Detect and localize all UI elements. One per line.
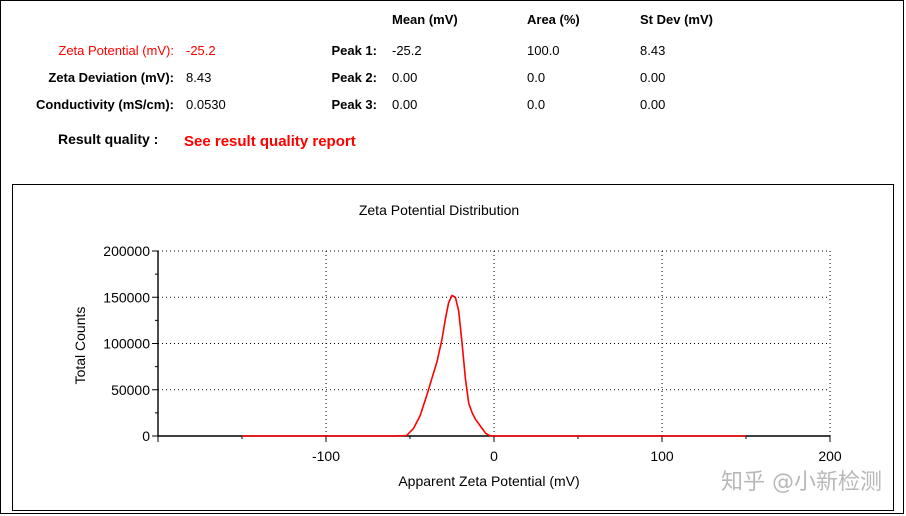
chart-panel: Zeta Potential Distribution 0 50000 100000 1… xyxy=(12,184,894,511)
peak-1-stdev: 8.43 xyxy=(640,43,666,58)
x-tick-label: 0 xyxy=(490,448,498,464)
peak-1-area: 100.0 xyxy=(527,43,560,58)
peak-3-mean: 0.00 xyxy=(392,97,418,112)
peak-2-mean: 0.00 xyxy=(392,70,418,85)
peak-2-label: Peak 2: xyxy=(331,70,377,85)
y-tick-label: 0 xyxy=(142,428,150,444)
peak-3-stdev: 0.00 xyxy=(640,97,666,112)
series-line xyxy=(242,294,746,437)
y-tick-label: 200000 xyxy=(103,243,150,259)
conductivity-value: 0.0530 xyxy=(186,97,226,112)
y-tick-label: 150000 xyxy=(103,289,150,305)
peak-3-area: 0.0 xyxy=(527,97,546,112)
zeta-summary: Zeta Potential (mV): -25.2 Zeta Deviatio… xyxy=(0,0,906,180)
x-tick-label: -100 xyxy=(312,448,340,464)
stdev-header: St Dev (mV) xyxy=(640,12,713,27)
y-axis-label: Total Counts xyxy=(72,307,88,385)
peak-2-area: 0.0 xyxy=(527,70,546,85)
zeta-deviation-label: Zeta Deviation (mV): xyxy=(48,70,174,85)
y-tick-label: 50000 xyxy=(111,382,150,398)
result-quality-report-link[interactable]: See result quality report xyxy=(184,133,356,150)
peak-3-label: Peak 3: xyxy=(331,97,377,112)
conductivity-label: Conductivity (mS/cm): xyxy=(36,97,174,112)
mean-header: Mean (mV) xyxy=(392,12,458,27)
peak-2-stdev: 0.00 xyxy=(640,70,666,85)
y-tick-label: 100000 xyxy=(103,336,150,352)
x-tick-label: 200 xyxy=(818,448,842,464)
x-tick-label: 100 xyxy=(650,448,674,464)
zeta-potential-value: -25.2 xyxy=(186,43,216,58)
peak-1-label: Peak 1: xyxy=(331,43,377,58)
result-quality-label: Result quality : xyxy=(58,131,159,147)
area-header: Area (%) xyxy=(527,12,580,27)
peak-1-mean: -25.2 xyxy=(392,43,422,58)
zeta-potential-chart: Zeta Potential Distribution 0 50000 100000 1… xyxy=(72,202,842,489)
watermark: 知乎 @小新检测 xyxy=(721,470,882,495)
chart-title: Zeta Potential Distribution xyxy=(359,202,519,218)
zeta-deviation-value: 8.43 xyxy=(186,70,212,85)
zeta-potential-label: Zeta Potential (mV): xyxy=(58,43,174,58)
x-axis-label: Apparent Zeta Potential (mV) xyxy=(398,473,579,489)
